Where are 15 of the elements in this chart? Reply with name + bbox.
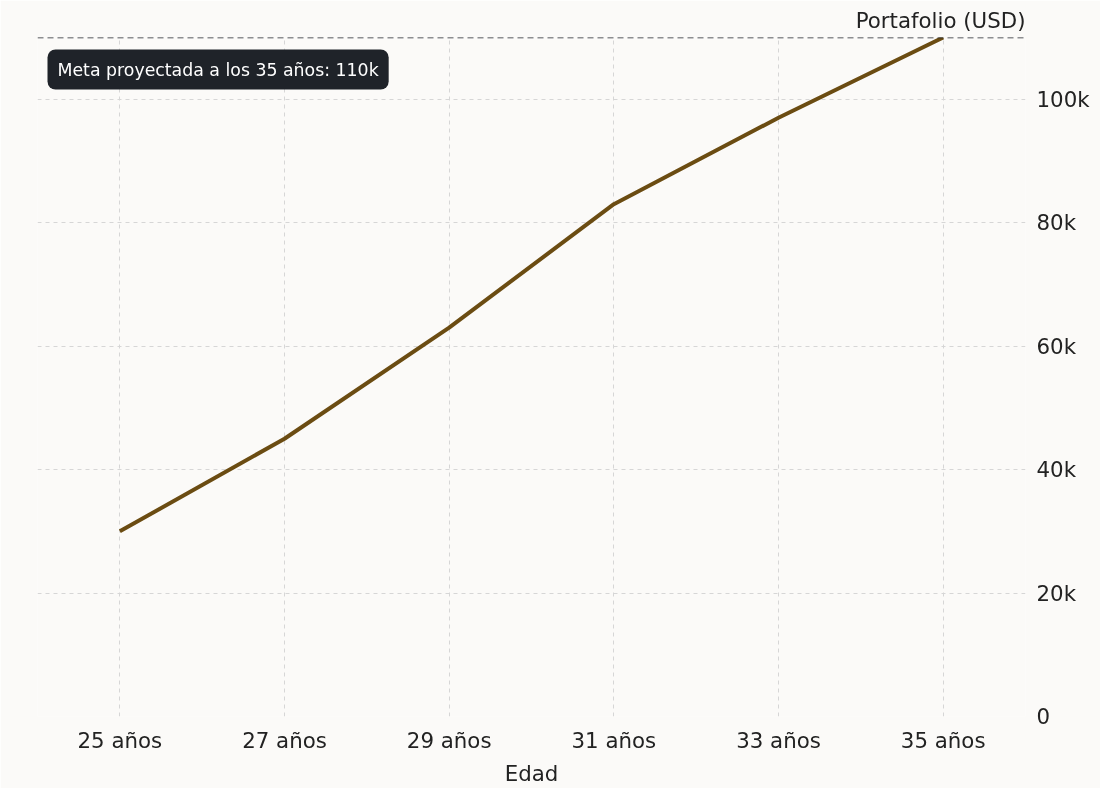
y-axis-title: Portafolio (USD) <box>855 7 1026 33</box>
y-tick-label: 0 <box>1036 704 1051 729</box>
x-axis-title: Edad <box>504 760 559 786</box>
y-tick-label: 20k <box>1036 580 1077 606</box>
x-tick-label: 29 años <box>406 727 492 753</box>
x-tick-label: 31 años <box>571 727 657 753</box>
y-tick-label: 40k <box>1036 457 1077 483</box>
y-tick-label: 100k <box>1036 86 1091 112</box>
y-tick-label: 80k <box>1036 210 1077 236</box>
ref-line-label: Meta proyectada a los 35 años: 110k <box>57 59 379 80</box>
x-tick-label: 27 años <box>242 727 327 753</box>
x-tick-label: 33 años <box>736 727 821 753</box>
x-tick-label: 25 años <box>77 727 163 753</box>
y-tick-label: 60k <box>1036 333 1077 359</box>
x-tick-label: 35 años <box>900 727 986 753</box>
